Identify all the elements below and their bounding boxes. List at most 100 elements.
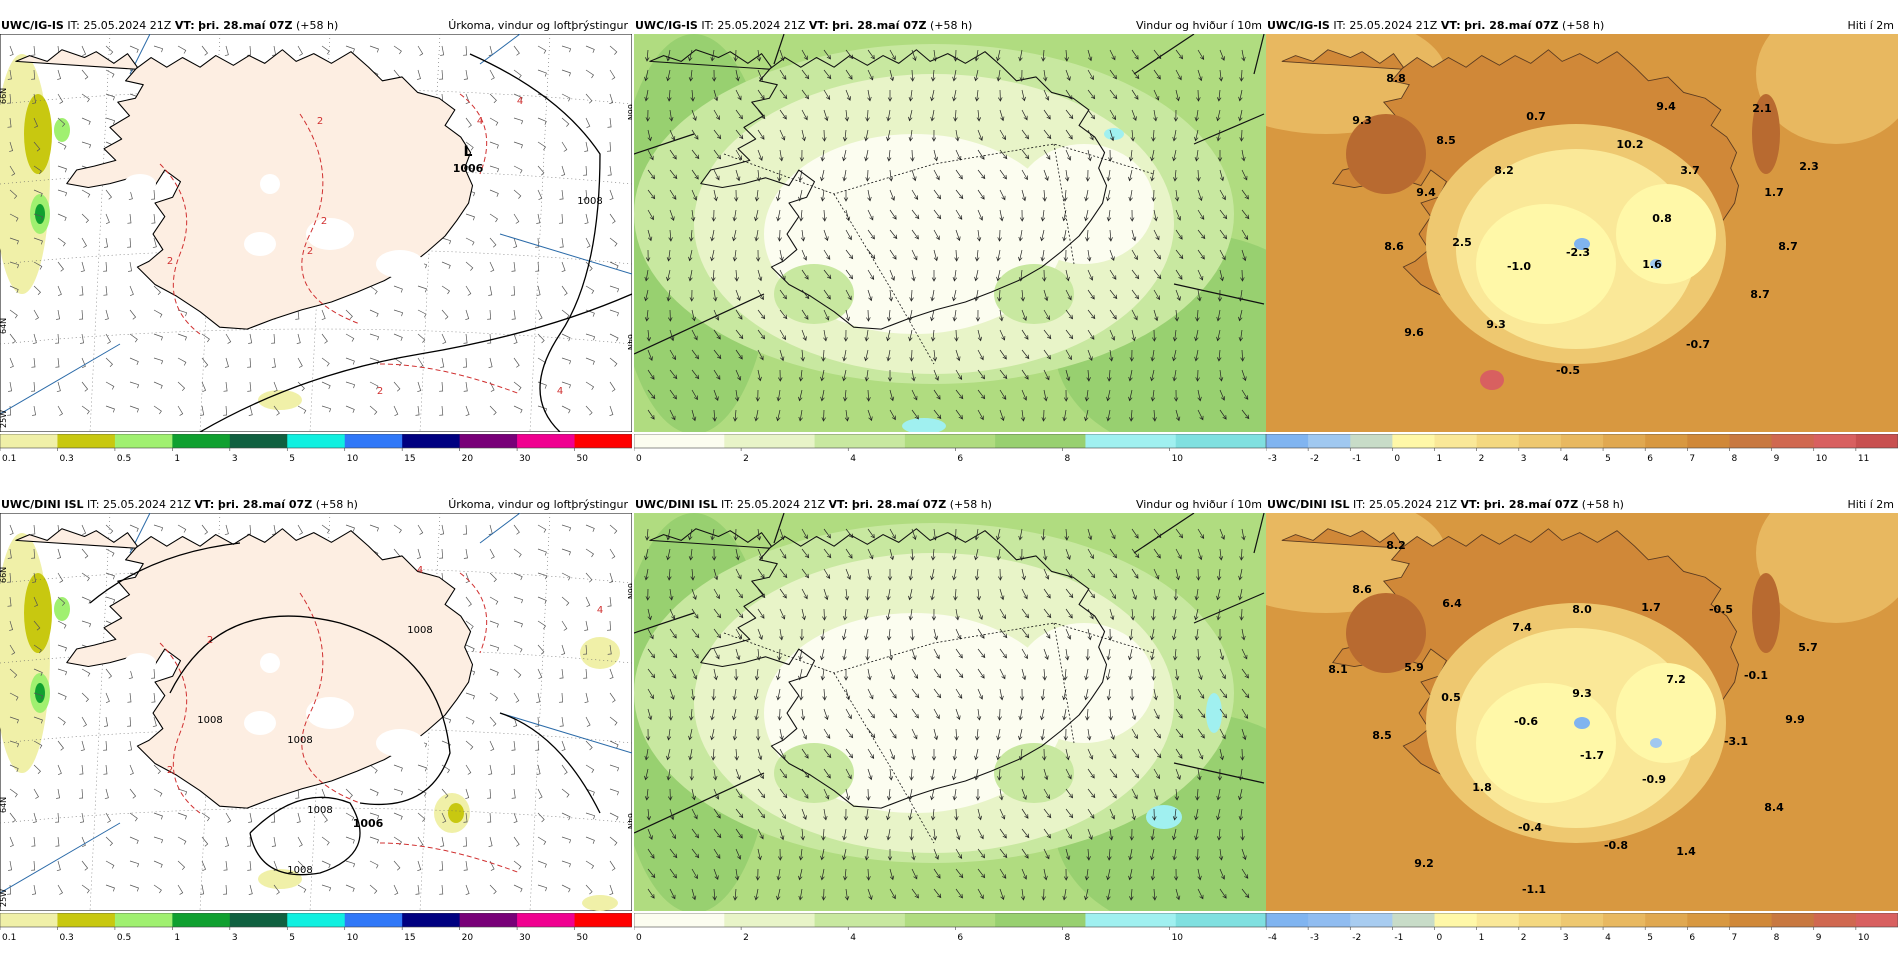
wind-arrow xyxy=(1109,548,1117,559)
temperature-area xyxy=(1756,513,1898,623)
wind-arrow xyxy=(1150,828,1155,841)
wind-barb xyxy=(559,668,564,679)
wind-arrow xyxy=(821,409,826,422)
wind-arrow xyxy=(1065,309,1074,320)
wind-barb xyxy=(535,237,540,248)
wind-arrow xyxy=(886,608,891,621)
wind-arrow xyxy=(688,69,694,82)
wind-arrow xyxy=(1219,888,1227,899)
wind-arrow xyxy=(798,409,803,422)
wind-barb xyxy=(297,357,303,368)
wind-barb xyxy=(248,405,253,416)
init-time: IT: 25.05.2024 21Z xyxy=(67,19,172,32)
wind-barb xyxy=(489,668,499,676)
wind-arrow xyxy=(820,648,825,661)
wind-barb xyxy=(393,764,403,772)
wind-arrow xyxy=(1153,49,1162,60)
wind-arrow xyxy=(1084,868,1090,881)
wind-arrow xyxy=(757,69,764,81)
wind-arrow xyxy=(889,69,895,82)
precip-area-moderate xyxy=(448,803,464,823)
wind-barb xyxy=(57,668,68,676)
contour-label: 4 xyxy=(417,565,423,576)
wind-arrow xyxy=(952,548,957,561)
wind-arrow xyxy=(691,608,699,619)
wind-barb xyxy=(537,309,543,320)
contour-label: 4 xyxy=(557,386,563,397)
wind-barb xyxy=(537,884,548,892)
wind-arrow xyxy=(1063,389,1069,402)
wind-arrow xyxy=(647,409,655,420)
wind-arrow xyxy=(1197,528,1205,540)
colorbar-segment xyxy=(287,913,346,927)
wind-arrow xyxy=(953,528,958,541)
wind-arrow xyxy=(1109,768,1118,779)
temperature-label: -0.5 xyxy=(1709,603,1733,616)
wind-arrow xyxy=(908,788,913,801)
wind-barb xyxy=(104,716,109,727)
colorbar-segment xyxy=(1266,913,1309,927)
wind-arrow xyxy=(669,349,676,361)
wind-arrow xyxy=(845,728,854,739)
colorbar-segment xyxy=(517,434,576,448)
wind-arrow xyxy=(691,149,700,160)
wind-arrow xyxy=(669,149,677,160)
valid-time: þri. 28.maí 07Z xyxy=(217,498,313,511)
wind-arrow xyxy=(779,349,785,362)
colorbar-segment xyxy=(574,434,632,448)
wind-barb xyxy=(153,860,163,868)
wind-arrow xyxy=(1043,369,1050,381)
wind-arrow xyxy=(955,369,963,381)
model-name: UWC/DINI ISL xyxy=(1,498,84,511)
wind-arrow xyxy=(690,89,695,102)
colorbar-segment xyxy=(1175,434,1266,448)
contour-label: 2 xyxy=(317,116,323,127)
wind-barb xyxy=(513,165,523,174)
wind-arrow xyxy=(1172,808,1178,821)
wind-barb xyxy=(151,668,156,679)
wind-barb xyxy=(81,572,90,582)
wind-arrow xyxy=(735,329,744,340)
wind-barb xyxy=(440,836,445,847)
wind-arrow xyxy=(845,548,853,559)
colorbar-label: -4 xyxy=(1268,933,1277,943)
wind-barb xyxy=(104,788,109,800)
wind-barb xyxy=(417,285,427,293)
wind-barb xyxy=(417,333,426,343)
wind-arrow xyxy=(1018,229,1023,242)
wind-arrow xyxy=(799,209,804,222)
wind-arrow xyxy=(996,548,1001,561)
wind-barb xyxy=(7,596,12,607)
wind-arrow xyxy=(691,888,697,901)
wind-arrow xyxy=(955,828,961,841)
wind-barb xyxy=(606,141,611,152)
temperature-label: 2.3 xyxy=(1799,160,1819,173)
wind-barb xyxy=(296,333,301,344)
temperature-label: 8.5 xyxy=(1372,729,1392,742)
wind-barb xyxy=(33,213,44,221)
wind-arrow xyxy=(1241,189,1249,200)
colorbar-label: 7 xyxy=(1731,933,1737,943)
wind-arrow xyxy=(888,648,894,661)
iceland-outline xyxy=(15,49,474,330)
wind-arrow xyxy=(911,668,919,680)
wind-arrow xyxy=(867,229,875,240)
wind-arrow xyxy=(1043,389,1048,402)
wind-arrow xyxy=(691,389,698,401)
wind-arrow xyxy=(889,668,895,680)
wind-arrow xyxy=(1238,309,1243,322)
colorbar-segment xyxy=(1813,434,1857,448)
wind-arrow xyxy=(997,229,1002,242)
colorbar-label: -3 xyxy=(1310,933,1319,943)
wind-arrow xyxy=(757,588,766,599)
wind-arrow xyxy=(735,89,742,101)
temperature-area xyxy=(1616,184,1716,284)
wind-arrow xyxy=(931,749,937,761)
wind-arrow xyxy=(977,608,983,620)
wind-barb xyxy=(561,93,571,102)
colorbar-label: 20 xyxy=(462,933,474,943)
wind-arrow xyxy=(668,229,673,242)
wind-arrow xyxy=(1128,369,1133,382)
wind-arrow xyxy=(930,548,936,561)
isobars xyxy=(199,53,632,432)
